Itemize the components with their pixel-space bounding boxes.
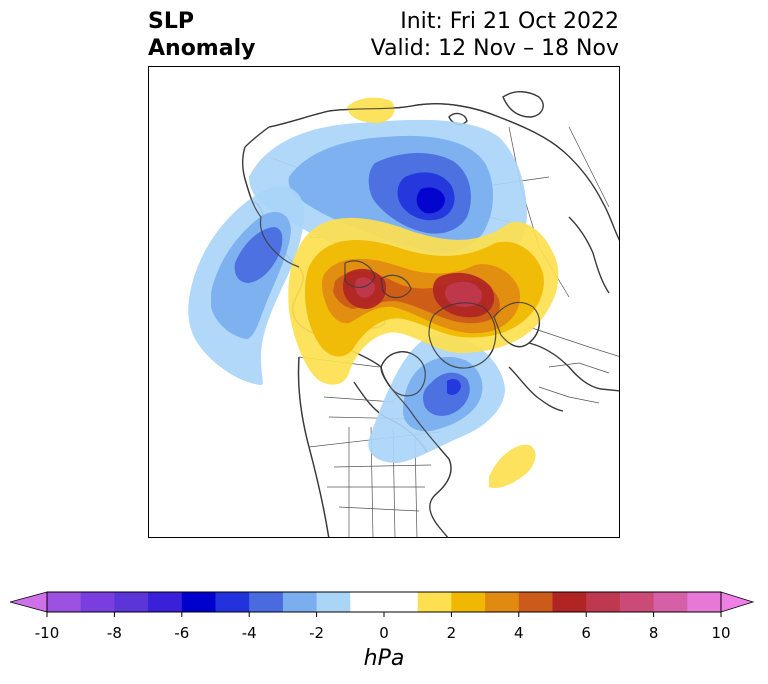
contour-minus6 xyxy=(416,187,445,214)
colorbar xyxy=(10,591,755,617)
colorbar-over-arrow xyxy=(720,591,755,613)
anomaly-polar-high xyxy=(288,217,559,385)
colorbar-bin-16 xyxy=(619,592,655,612)
colorbar-bin-3 xyxy=(148,592,183,612)
colorbar-bin-15 xyxy=(586,592,621,612)
colorbar-tick-label: -6 xyxy=(174,624,190,642)
colorbar-bin-8 xyxy=(316,592,351,612)
colorbar-tick-label: 8 xyxy=(648,624,659,642)
colorbar-bins xyxy=(47,592,722,612)
colorbar-bin-14 xyxy=(552,592,587,612)
colorbar-tick-label: 10 xyxy=(711,624,731,642)
colorbar-tick-label: 0 xyxy=(379,624,389,642)
colorbar-bin-12 xyxy=(485,592,520,612)
colorbar-unit: hPa xyxy=(363,646,405,671)
valid-range: Valid: 12 Nov – 18 Nov xyxy=(370,36,619,61)
colorbar-under-arrow xyxy=(10,591,48,613)
colorbar-bin-6 xyxy=(249,592,284,612)
title-line-1: SLP xyxy=(148,9,194,34)
forecast-dates: Init: Fri 21 Oct 2022 Valid: 12 Nov – 18… xyxy=(371,8,619,62)
map-title: SLP Anomaly xyxy=(148,8,255,62)
title-line-2: Anomaly xyxy=(148,36,256,61)
colorbar-bin-4 xyxy=(181,592,216,612)
colorbar-tick-label: -2 xyxy=(309,624,325,642)
colorbar-bin-13 xyxy=(518,592,553,612)
map-panel xyxy=(148,66,620,538)
colorbar-tick-marks xyxy=(46,612,722,617)
contour-plus6-west xyxy=(354,277,375,298)
anomaly-siberia-low xyxy=(249,119,527,277)
contour-plus6-east xyxy=(445,281,483,307)
colorbar-bin-18 xyxy=(687,592,722,612)
contour-minus4 xyxy=(234,227,283,283)
colorbar-tick-label: 4 xyxy=(514,624,524,642)
contour-minus5 xyxy=(447,379,461,395)
colorbar-tick-label: 2 xyxy=(446,624,457,642)
colorbar-tick-label: -8 xyxy=(106,624,122,642)
colorbar-bin-0 xyxy=(47,592,82,612)
colorbar-tick-label: -4 xyxy=(241,624,257,642)
anomaly-north-atlantic-high xyxy=(489,444,536,489)
colorbar-bin-5 xyxy=(215,592,250,612)
coastlines-overlay xyxy=(244,103,564,537)
init-date: Init: Fri 21 Oct 2022 xyxy=(400,9,619,34)
map-svg xyxy=(188,91,619,537)
colorbar-tick-label: -10 xyxy=(34,624,60,642)
colorbar-tick-label: 6 xyxy=(581,624,591,642)
colorbar-bin-17 xyxy=(653,592,688,612)
colorbar-bin-7 xyxy=(282,592,318,612)
colorbar-bin-9 xyxy=(350,592,419,612)
colorbar-bin-11 xyxy=(451,592,486,612)
anomaly-arctic-small-high xyxy=(347,97,395,123)
colorbar-bin-10 xyxy=(417,592,452,612)
colorbar-bin-2 xyxy=(114,592,149,612)
slp-anomaly-fields xyxy=(188,97,559,489)
colorbar-bin-1 xyxy=(80,592,115,612)
anomaly-north-pacific-low xyxy=(188,186,305,385)
